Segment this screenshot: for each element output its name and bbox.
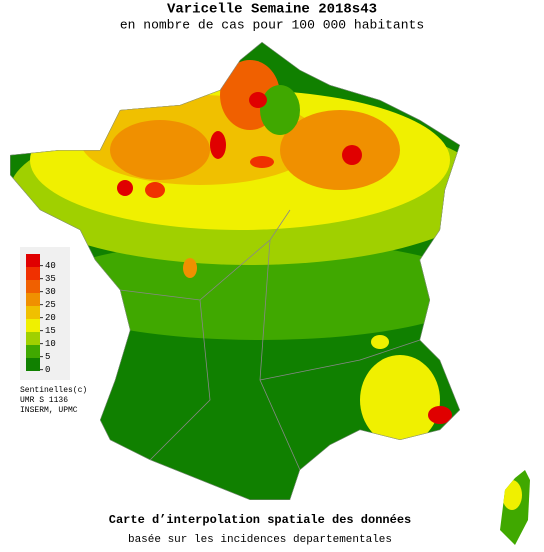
legend-label: 5 [45,352,50,362]
map-subtitle: en nombre de cas pour 100 000 habitants [120,17,424,32]
map-zone [260,85,300,135]
legend-swatch [26,293,40,306]
map-zone [250,156,274,168]
legend-swatch [26,280,40,293]
region-border [119,209,421,471]
corsica-map [500,470,530,545]
legend-swatch [26,358,40,371]
legend-swatch [26,345,40,358]
map-zone [40,240,460,340]
legend-label: 0 [45,365,50,375]
map-zone [371,335,389,349]
legend: 40 35 30 25 20 15 10 5 0 [26,254,56,375]
legend-label: 35 [45,274,56,284]
footer-subtitle: basée sur les incidences departementales [128,534,392,546]
map-title: Varicelle Semaine 2018s43 [167,2,377,18]
legend-label: 15 [45,326,56,336]
map-zone [428,406,452,424]
legend-swatch [26,319,40,332]
credit: Sentinelles(c) [20,386,87,395]
credit: UMR S 1136 [20,396,68,405]
credit: INSERM, UPMC [20,406,78,415]
legend-swatch [26,332,40,345]
map-zone [280,110,400,190]
map-zone [110,120,210,180]
map-zone [502,480,522,510]
france-map [10,42,460,500]
legend-label: 10 [45,339,56,349]
legend-label: 30 [45,287,56,297]
map-zone [360,355,440,445]
map-zone [117,180,133,196]
map-zone [145,182,165,198]
legend-label: 20 [45,313,56,323]
map-zone [183,258,197,278]
legend-swatch [26,267,40,280]
map-zone [210,131,226,159]
map-zone [342,145,362,165]
legend-label: 25 [45,300,56,310]
footer-title: Carte d’interpolation spatiale des donné… [109,513,411,527]
map-zone [249,92,267,108]
legend-swatch [26,254,40,267]
legend-label: 40 [45,261,56,271]
legend-swatch [26,306,40,319]
